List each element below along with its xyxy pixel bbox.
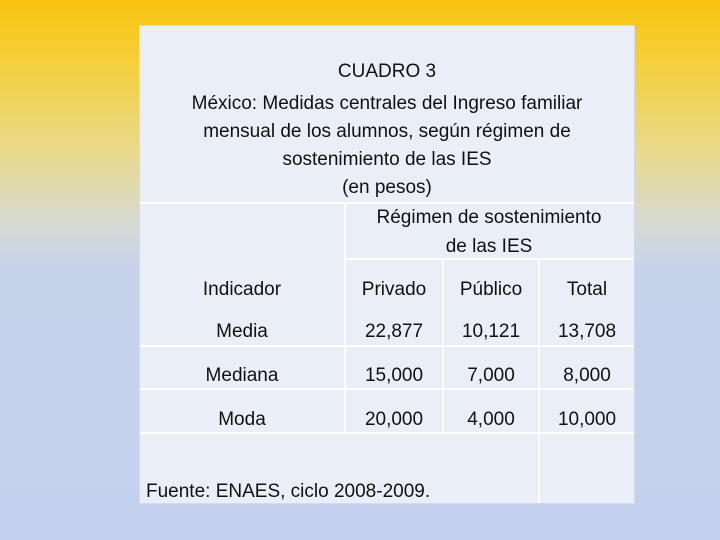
title-line: CUADRO 3: [337, 61, 437, 82]
row-label-media: Media: [216, 321, 268, 342]
column-header-publico: Público: [459, 279, 523, 300]
column-header-total: Total: [566, 279, 608, 300]
row-label-mediana: Mediana: [205, 365, 279, 386]
group-header: Régimen de sostenimiento de las IES: [345, 206, 633, 259]
cell-media-privado: 22,877: [364, 321, 424, 342]
group-header-line: Régimen de sostenimiento: [376, 207, 602, 228]
grid-line-col-1: [344, 202, 346, 433]
row-label-moda: Moda: [218, 409, 266, 430]
title-line: (en pesos): [342, 177, 432, 198]
cell-moda-total: 10,000: [557, 409, 617, 430]
grid-line-col-3: [538, 260, 540, 503]
grid-line-col-2: [442, 260, 444, 433]
column-header-indicador: Indicador: [202, 279, 282, 300]
column-header-privado: Privado: [361, 279, 427, 300]
title-line: México: Medidas centrales del Ingreso fa…: [191, 93, 583, 114]
title-line: sostenimiento de las IES: [282, 149, 492, 170]
grid-line-row-3: [140, 432, 634, 434]
cell-mediana-privado: 15,000: [364, 365, 424, 386]
cell-moda-privado: 20,000: [364, 409, 424, 430]
cell-media-publico: 10,121: [461, 321, 521, 342]
table-source: Fuente: ENAES, ciclo 2008-2009.: [146, 481, 431, 502]
table-card: CUADRO 3 México: Medidas centrales del I…: [139, 25, 635, 504]
cell-media-total: 13,708: [557, 321, 617, 342]
cell-mediana-publico: 7,000: [467, 365, 515, 386]
cell-mediana-total: 8,000: [563, 365, 611, 386]
grid-line-group-bottom: [345, 258, 634, 260]
grid-line-row-1: [140, 345, 634, 347]
cell-moda-publico: 4,000: [467, 409, 515, 430]
title-line: mensual de los alumnos, según régimen de: [203, 121, 571, 142]
grid-line-row-2: [140, 388, 634, 390]
group-header-line: de las IES: [445, 236, 533, 257]
grid-line-title-bottom: [140, 202, 634, 204]
